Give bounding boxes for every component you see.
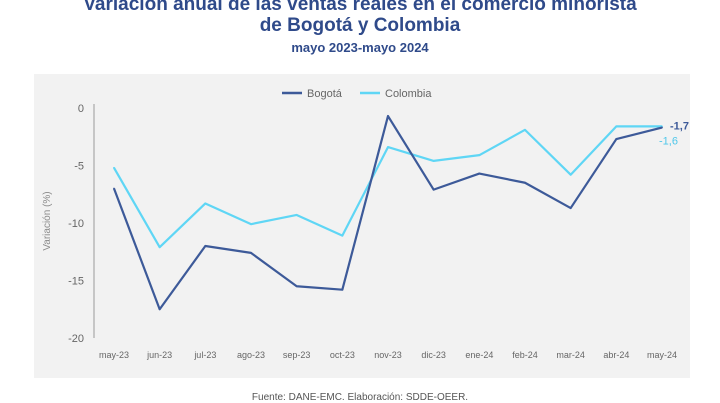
legend-label: Colombia	[385, 88, 432, 100]
x-tick-label: feb-24	[512, 350, 538, 360]
y-tick-label: 0	[78, 103, 84, 115]
y-tick-label: -5	[74, 161, 84, 173]
data-point	[387, 115, 389, 117]
legend-label: Bogotá	[307, 88, 343, 100]
data-point	[615, 138, 618, 140]
data-label: -1,7	[670, 121, 689, 133]
chart-title-line-2: de Bogotá y Colombia	[259, 15, 461, 36]
data-point	[158, 308, 161, 311]
line-chart: 0 -5 -10 -15 -20 may-23 jun-23 jul-23 ago-23 sep…	[42, 88, 689, 360]
x-tick-label: may-23	[99, 350, 129, 360]
data-point	[387, 146, 389, 148]
data-point	[113, 166, 115, 169]
data-point	[569, 207, 572, 209]
x-tick-label: jun-23	[146, 350, 172, 360]
data-point	[204, 245, 207, 247]
data-point	[295, 214, 298, 216]
y-tick-label: -20	[68, 333, 84, 345]
x-tick-label: mar-24	[556, 350, 585, 360]
y-tick-label: -10	[68, 218, 84, 230]
data-point	[250, 252, 252, 254]
chart-title-line-1: Variación anual de las ventas reales en …	[83, 0, 637, 15]
data-point	[524, 128, 526, 131]
y-axis-label: Variación (%)	[42, 191, 53, 250]
data-point	[478, 172, 481, 175]
data-point	[615, 125, 618, 128]
data-point	[113, 187, 115, 190]
data-point	[432, 160, 435, 162]
data-label: -1,6	[659, 135, 678, 147]
x-tick-label: ene-24	[465, 350, 493, 360]
y-tick-label: -15	[68, 276, 84, 288]
data-point	[341, 288, 344, 291]
x-tick-label: may-24	[647, 350, 677, 360]
chart-subtitle: mayo 2023-mayo 2024	[291, 40, 429, 55]
chart-panel: 0 -5 -10 -15 -20 may-23 jun-23 jul-23 ago-23 sep…	[34, 74, 690, 378]
data-point	[250, 223, 252, 226]
x-tick-label: sep-23	[283, 350, 311, 360]
x-tick-label: jul-23	[193, 350, 216, 360]
x-tick-label: ago-23	[237, 350, 265, 360]
x-tick-label: nov-23	[374, 350, 402, 360]
data-point	[661, 126, 663, 129]
data-point	[341, 234, 344, 237]
source-note: Fuente: DANE-EMC. Elaboración: SDDE-OEER…	[251, 392, 469, 403]
data-point	[295, 285, 298, 288]
x-tick-label: dic-23	[421, 350, 446, 360]
data-point	[569, 173, 572, 176]
data-point	[478, 154, 481, 157]
x-tick-label: oct-23	[330, 350, 355, 360]
data-point	[204, 202, 207, 205]
series-line	[113, 125, 662, 249]
data-point	[432, 188, 435, 191]
x-tick-label: abr-24	[603, 350, 629, 360]
data-point	[524, 181, 526, 184]
data-point	[158, 246, 161, 249]
